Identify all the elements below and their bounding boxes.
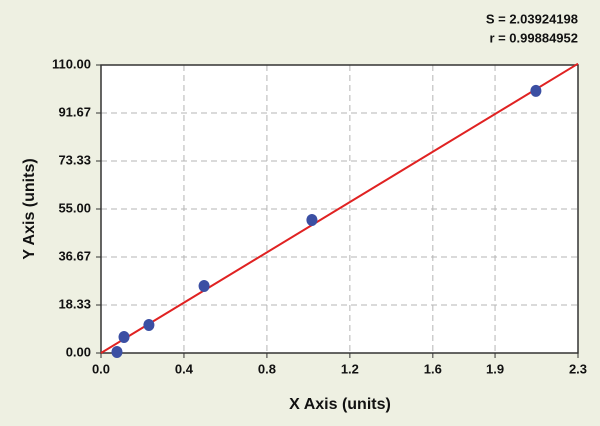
x-tick-label: 1.2 bbox=[341, 361, 359, 376]
annotation: r = 0.99884952 bbox=[489, 30, 578, 45]
x-tick-label: 0.8 bbox=[258, 361, 276, 376]
y-tick-label: 36.67 bbox=[58, 248, 91, 263]
y-tick-label: 110.00 bbox=[52, 56, 91, 71]
x-tick-label: 0.4 bbox=[175, 361, 194, 376]
plot-border bbox=[100, 64, 579, 354]
annotation: S = 2.03924198 bbox=[486, 11, 578, 26]
y-tick-label: 91.67 bbox=[58, 104, 91, 119]
x-tick-label: 2.3 bbox=[569, 361, 587, 376]
data-point bbox=[143, 318, 155, 331]
x-axis-label: X Axis (units) bbox=[289, 396, 391, 413]
x-tick-label: 0.0 bbox=[92, 361, 110, 376]
data-point bbox=[118, 331, 130, 344]
data-point bbox=[530, 84, 542, 97]
y-tick-label: 55.00 bbox=[58, 200, 91, 215]
data-point bbox=[198, 279, 210, 292]
data-point bbox=[111, 345, 123, 358]
y-tick-label: 73.33 bbox=[58, 152, 91, 167]
y-axis-label: Y Axis (units) bbox=[21, 158, 38, 259]
y-tick-label: 0.00 bbox=[66, 344, 91, 359]
y-tick-label: 18.33 bbox=[58, 296, 91, 311]
fit-line bbox=[100, 62, 579, 354]
data-point bbox=[306, 213, 318, 226]
x-tick-label: 1.9 bbox=[486, 361, 504, 376]
x-tick-label: 1.6 bbox=[424, 361, 442, 376]
